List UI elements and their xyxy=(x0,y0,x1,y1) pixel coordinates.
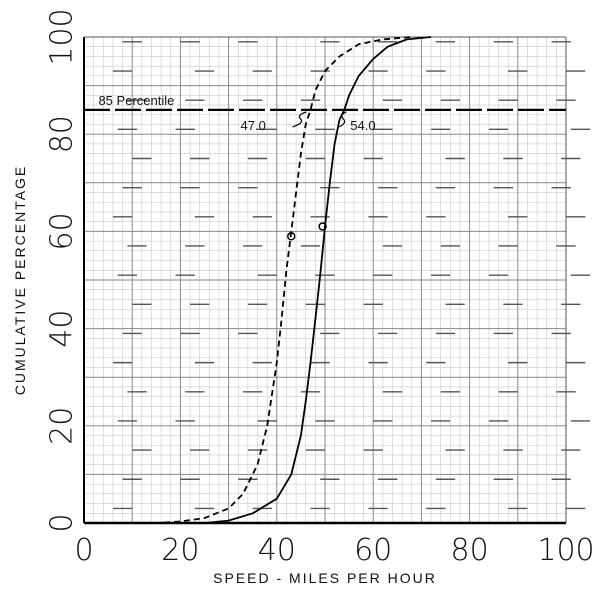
series-line-2-solid xyxy=(84,36,432,524)
annotation-leader-2 xyxy=(339,111,347,128)
y-tick-label: 80 xyxy=(45,115,80,153)
percentile-label: 85 Percentile xyxy=(98,93,174,108)
x-axis-label: SPEED - MILES PER HOUR xyxy=(213,570,437,586)
y-axis-label: CUMULATIVE PERCENTAGE xyxy=(12,165,28,396)
x-tick-label: 20 xyxy=(161,533,199,568)
y-tick-label: 40 xyxy=(45,310,80,348)
y-tick-label: 0 xyxy=(45,513,80,532)
major-grid xyxy=(84,37,566,523)
series-line-1-dashed xyxy=(84,36,412,524)
y-tick-label: 60 xyxy=(45,212,80,250)
series-marker-2 xyxy=(318,222,327,231)
grid-dash-marks xyxy=(112,41,591,510)
x-tick-label: 80 xyxy=(451,533,489,568)
x-tick-labels: 0 20 40 60 80 100 xyxy=(74,533,594,568)
x-tick-label: 0 xyxy=(74,533,93,568)
y-tick-label: 100 xyxy=(45,8,80,65)
y-tick-labels: 0 20 40 60 80 100 xyxy=(45,8,80,532)
y-tick-label: 20 xyxy=(45,407,80,445)
x-tick-label: 100 xyxy=(537,533,594,568)
series-marker-1 xyxy=(287,232,296,241)
x-tick-label: 60 xyxy=(354,533,392,568)
annotation-label-2: 54.0 xyxy=(350,118,375,133)
annotations: 47.0 54.0 xyxy=(241,111,376,133)
x-tick-label: 40 xyxy=(258,533,296,568)
annotation-label-1: 47.0 xyxy=(241,118,266,133)
annotation-leader-1 xyxy=(292,111,307,128)
series-layer xyxy=(84,36,432,524)
